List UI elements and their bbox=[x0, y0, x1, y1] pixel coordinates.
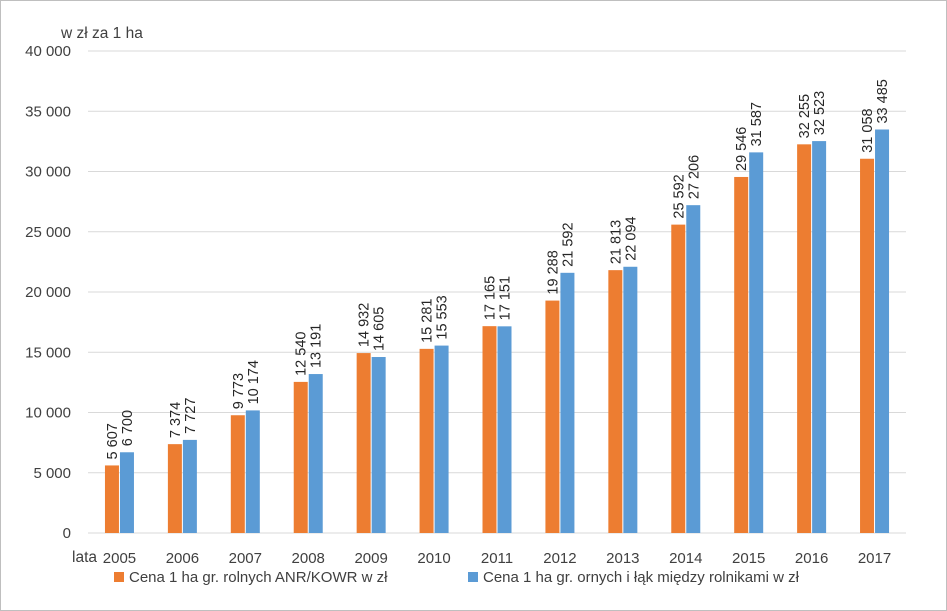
bar bbox=[356, 353, 371, 533]
bar bbox=[434, 345, 449, 533]
bar bbox=[560, 272, 575, 533]
x-tick-label: 2011 bbox=[481, 550, 513, 567]
data-label: 5 607 bbox=[105, 423, 121, 459]
x-tick-label: 2012 bbox=[543, 550, 576, 567]
bar bbox=[797, 144, 812, 533]
data-label: 19 288 bbox=[545, 250, 561, 294]
data-label: 15 281 bbox=[420, 299, 436, 343]
bar bbox=[671, 224, 686, 533]
y-tick-label: 35 000 bbox=[25, 103, 71, 120]
x-tick-label: 2013 bbox=[606, 550, 639, 567]
bar bbox=[104, 465, 119, 533]
x-tick-label: 2005 bbox=[103, 550, 136, 567]
bar bbox=[860, 158, 875, 533]
bar bbox=[497, 326, 512, 533]
data-label: 14 605 bbox=[372, 307, 388, 351]
data-label: 17 151 bbox=[498, 276, 514, 320]
bar bbox=[623, 266, 638, 533]
data-label: 6 700 bbox=[120, 410, 136, 446]
y-tick-label: 5 000 bbox=[33, 465, 71, 482]
bar bbox=[419, 348, 434, 533]
data-label: 29 546 bbox=[734, 127, 750, 171]
data-label: 32 255 bbox=[797, 94, 813, 138]
data-label: 13 191 bbox=[309, 324, 325, 368]
x-tick-label: 2015 bbox=[732, 550, 765, 567]
y-tick-label: 0 bbox=[63, 525, 71, 542]
bar bbox=[875, 129, 890, 534]
bar bbox=[371, 357, 386, 533]
data-label: 31 587 bbox=[749, 102, 765, 146]
data-label: 10 174 bbox=[246, 360, 262, 404]
data-label: 21 813 bbox=[608, 220, 624, 264]
x-axis-title: lata bbox=[72, 549, 97, 566]
bars bbox=[104, 129, 890, 534]
data-label: 22 094 bbox=[623, 216, 639, 260]
x-tick-label: 2010 bbox=[417, 550, 450, 567]
data-label: 9 773 bbox=[231, 373, 247, 409]
legend-swatch bbox=[468, 572, 478, 582]
y-tick-label: 25 000 bbox=[25, 224, 71, 241]
y-tick-label: 30 000 bbox=[25, 164, 71, 181]
bar bbox=[608, 270, 623, 533]
data-label: 7 727 bbox=[183, 398, 199, 434]
y-tick-label: 10 000 bbox=[25, 405, 71, 422]
data-label: 32 523 bbox=[812, 91, 828, 135]
data-label: 31 058 bbox=[860, 108, 876, 152]
x-tick-label: 2008 bbox=[292, 550, 325, 567]
bar bbox=[308, 374, 323, 533]
y-axis-title: w zł za 1 ha bbox=[60, 25, 143, 42]
y-tick-label: 20 000 bbox=[25, 284, 71, 301]
x-tick-label: 2017 bbox=[858, 550, 891, 567]
bar bbox=[167, 444, 182, 533]
x-tick-label: 2007 bbox=[229, 550, 262, 567]
bar bbox=[119, 452, 134, 533]
axes: 0 5 000 10 000 15 000 20 000 25 000 30 000 35 0… bbox=[25, 43, 891, 567]
data-label: 25 592 bbox=[671, 174, 687, 218]
x-tick-label: 2016 bbox=[795, 550, 828, 567]
legend-label: Cena 1 ha gr. ornych i łąk między rolnik… bbox=[483, 569, 800, 586]
bar bbox=[293, 381, 308, 533]
bar bbox=[245, 410, 260, 533]
legend-swatch bbox=[114, 572, 124, 582]
legend-label: Cena 1 ha gr. rolnych ANR/KOWR w zł bbox=[129, 569, 388, 586]
bar bbox=[182, 439, 197, 533]
y-tick-label: 15 000 bbox=[25, 344, 71, 361]
bar bbox=[482, 326, 497, 533]
data-label: 27 206 bbox=[686, 155, 702, 199]
gridlines bbox=[88, 50, 906, 534]
x-tick-label: 2006 bbox=[166, 550, 199, 567]
bar bbox=[545, 300, 560, 533]
y-tick-label: 40 000 bbox=[25, 43, 71, 60]
bar bbox=[686, 205, 701, 533]
bar bbox=[749, 152, 764, 533]
x-tick-label: 2009 bbox=[354, 550, 387, 567]
x-tick-label: 2014 bbox=[669, 550, 702, 567]
data-label: 17 165 bbox=[483, 276, 499, 320]
data-label: 21 592 bbox=[560, 222, 576, 266]
data-label: 7 374 bbox=[168, 402, 184, 438]
data-label: 15 553 bbox=[435, 295, 451, 339]
bar bbox=[230, 415, 245, 533]
data-label: 12 540 bbox=[294, 332, 310, 376]
bar bbox=[812, 141, 827, 534]
data-label: 33 485 bbox=[875, 79, 891, 123]
legend: Cena 1 ha gr. rolnych ANR/KOWR w zł Cena … bbox=[114, 569, 800, 586]
bar bbox=[734, 176, 749, 533]
data-label: 14 932 bbox=[357, 303, 373, 347]
